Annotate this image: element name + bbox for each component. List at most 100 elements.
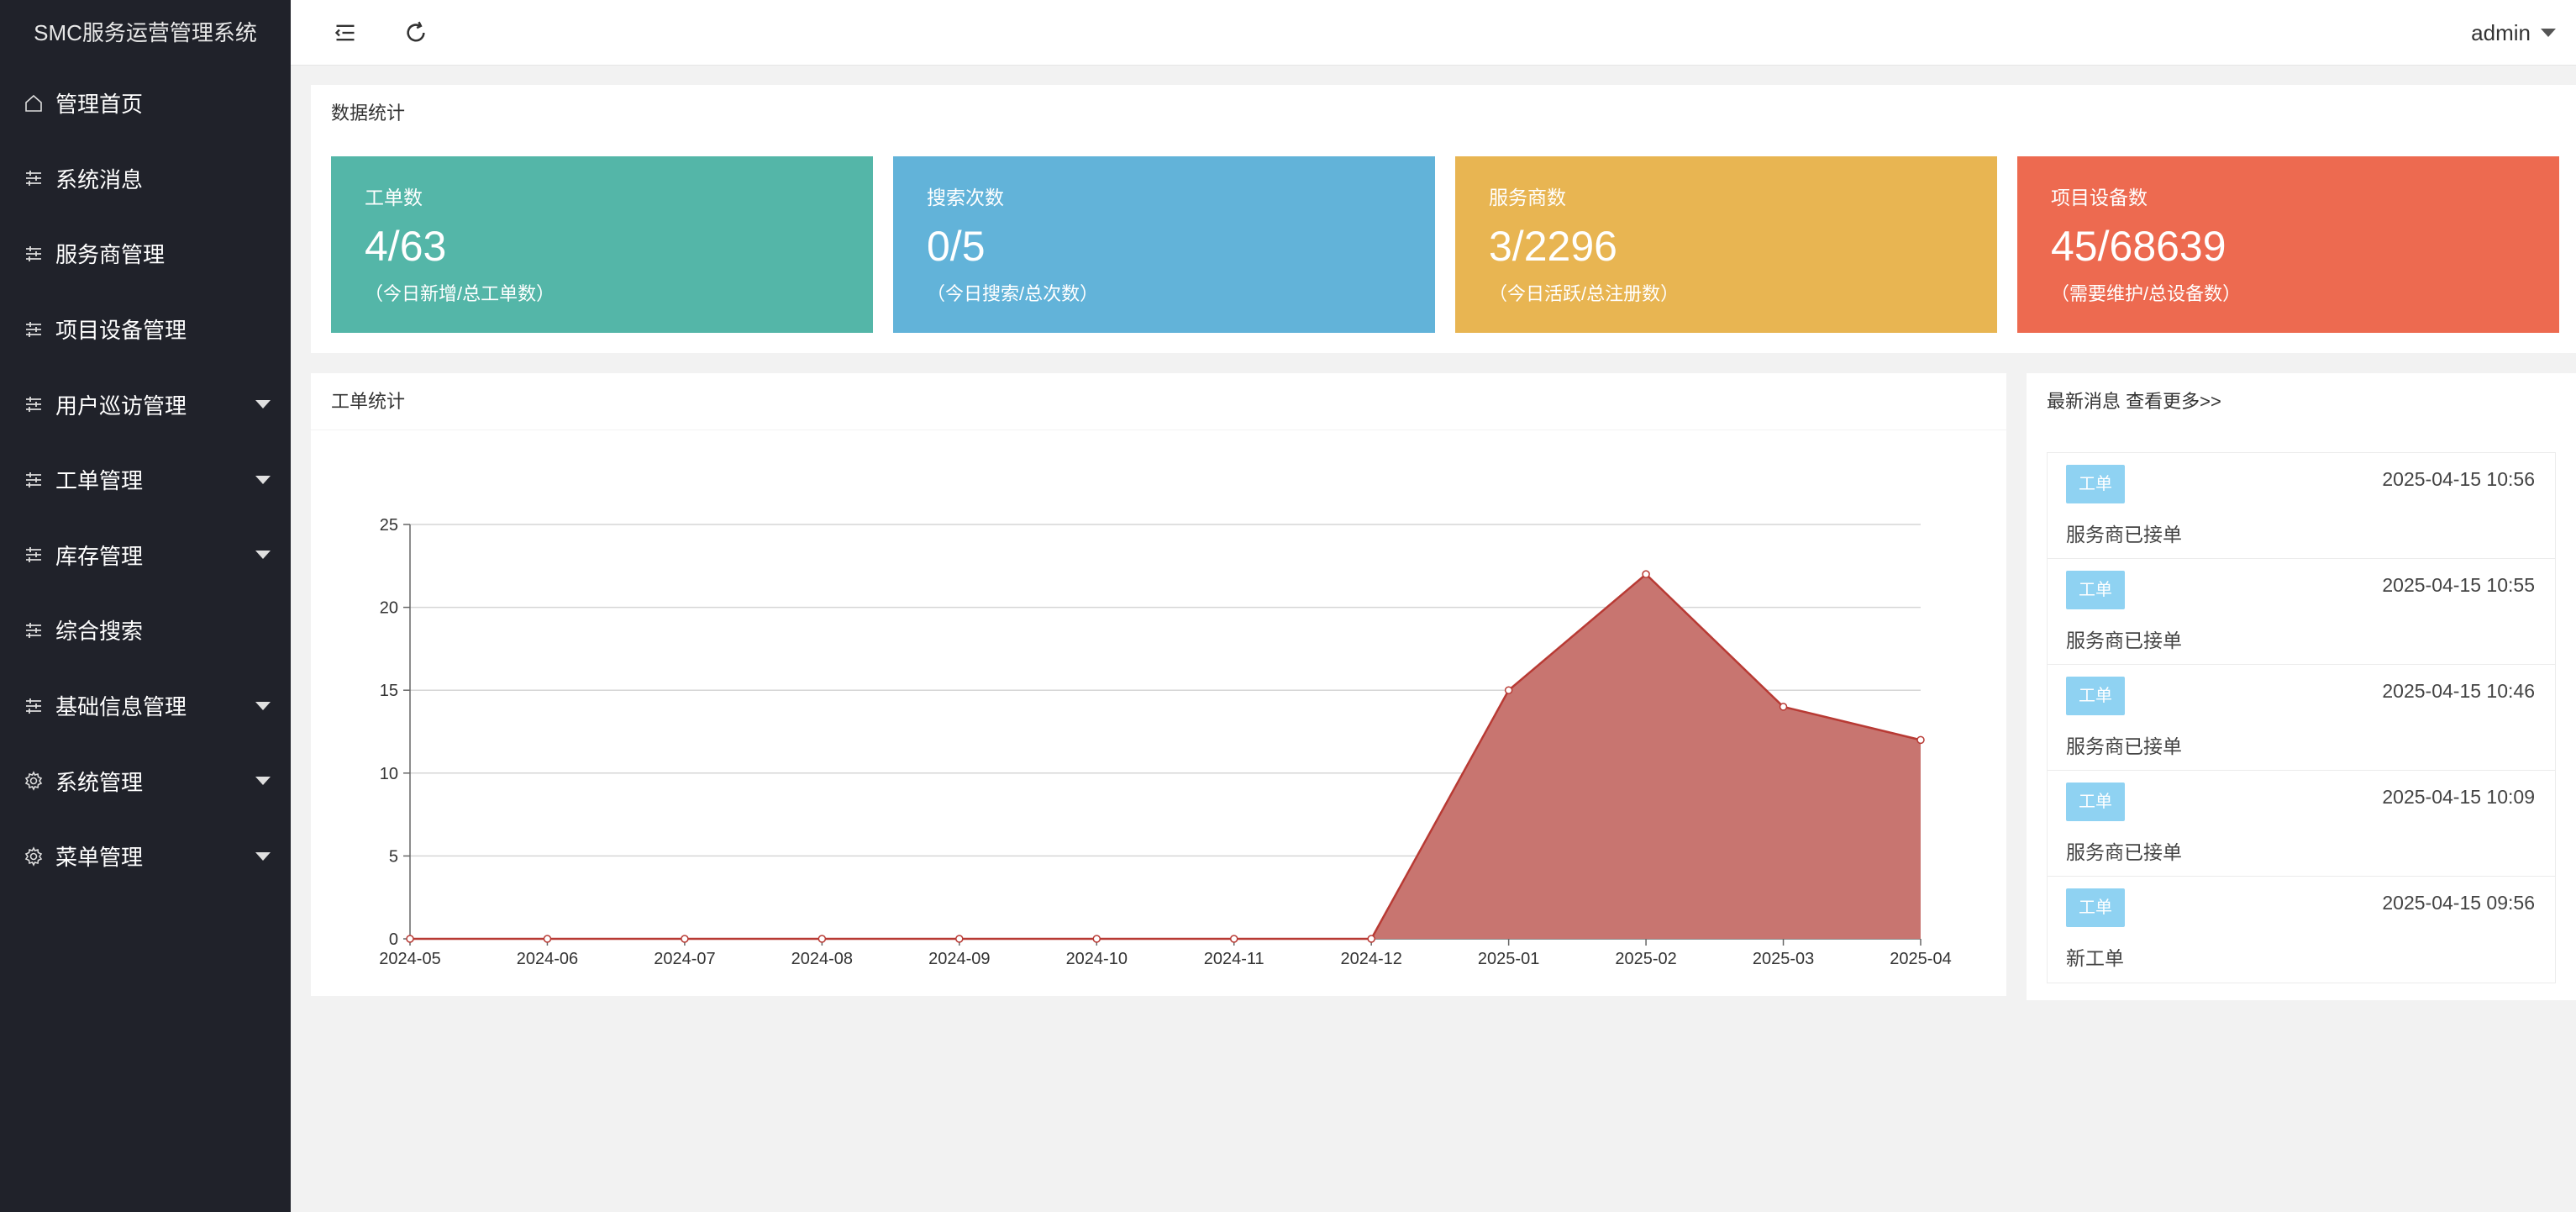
sliders-icon xyxy=(22,242,45,266)
news-time: 2025-04-15 09:56 xyxy=(2382,892,2535,914)
data-point xyxy=(1367,935,1375,943)
stat-label: 搜索次数 xyxy=(927,187,1004,208)
news-badge: 工单 xyxy=(2066,571,2125,609)
news-time: 2025-04-15 10:46 xyxy=(2382,680,2535,702)
user-name: admin xyxy=(2471,20,2531,45)
stat-card-searches[interactable]: 搜索次数 0/5 （今日搜索/总次数） xyxy=(893,156,1435,333)
sidebar-item-label: 项目设备管理 xyxy=(55,318,187,344)
sliders-icon xyxy=(22,619,45,642)
sidebar-item-home[interactable]: 管理首页 xyxy=(0,66,291,141)
sliders-icon xyxy=(22,543,45,566)
x-tick-label: 2024-07 xyxy=(654,950,715,968)
chevron-down-icon xyxy=(255,851,271,861)
x-tick-label: 2024-08 xyxy=(791,950,853,968)
stat-card-workorders[interactable]: 工单数 4/63 （今日新增/总工单数） xyxy=(331,156,873,333)
sidebar-item-label: 菜单管理 xyxy=(55,845,144,871)
x-tick-label: 2024-06 xyxy=(517,950,578,968)
stats-panel: 数据统计 工单数 4/63 （今日新增/总工单数） 搜索次数 0/5 （今日搜索… xyxy=(311,85,2576,353)
sidebar-item-workorders[interactable]: 工单管理 xyxy=(0,442,291,518)
stat-card-devices[interactable]: 项目设备数 45/68639 （需要维护/总设备数） xyxy=(2017,156,2559,333)
news-text: 服务商已接单 xyxy=(2066,841,2182,863)
data-point xyxy=(1642,570,1650,578)
x-tick-label: 2024-05 xyxy=(379,950,440,968)
x-tick-label: 2025-01 xyxy=(1478,950,1539,968)
menu-toggle-icon xyxy=(334,24,355,41)
news-item[interactable]: 工单 2025-04-15 10:56 服务商已接单 xyxy=(2048,453,2555,559)
data-point xyxy=(955,935,964,943)
gear-icon xyxy=(22,769,45,793)
news-badge: 工单 xyxy=(2066,677,2125,715)
series-line xyxy=(410,572,1921,941)
chart-title: 工单统计 xyxy=(311,373,2006,430)
x-tick-label: 2025-04 xyxy=(1890,950,1951,968)
news-badge: 工单 xyxy=(2066,888,2125,927)
stats-title: 数据统计 xyxy=(331,103,406,124)
news-item[interactable]: 工单 2025-04-15 10:55 服务商已接单 xyxy=(2048,559,2555,665)
stat-desc: （需要维护/总设备数） xyxy=(2051,283,2242,304)
news-time: 2025-04-15 10:56 xyxy=(2382,468,2535,490)
data-point xyxy=(1916,735,1925,745)
y-tick-label: 5 xyxy=(389,847,398,866)
stat-card-providers[interactable]: 服务商数 3/2296 （今日活跃/总注册数） xyxy=(1455,156,1997,333)
news-item[interactable]: 工单 2025-04-15 10:09 服务商已接单 xyxy=(2048,771,2555,877)
sidebar-item-label: 工单管理 xyxy=(55,468,144,494)
news-badge: 工单 xyxy=(2066,465,2125,503)
series-area xyxy=(410,574,1921,939)
news-text: 服务商已接单 xyxy=(2066,735,2182,757)
y-tick-label: 10 xyxy=(380,765,398,783)
stat-label: 项目设备数 xyxy=(2051,187,2148,208)
news-title[interactable]: 最新消息 查看更多>> xyxy=(2047,391,2221,412)
news-item[interactable]: 工单 2025-04-15 09:56 新工单 xyxy=(2048,877,2555,983)
data-point xyxy=(1504,686,1513,694)
sidebar-item-label: 系统消息 xyxy=(55,166,144,192)
y-tick-label: 25 xyxy=(380,516,398,535)
news-panel: 最新消息 查看更多>> 工单 2025-04-15 10:56 服务商已接单 工… xyxy=(2027,373,2576,1000)
stat-value: 0/5 xyxy=(927,223,986,270)
news-text: 服务商已接单 xyxy=(2066,524,2182,545)
sidebar-item-visits[interactable]: 用户巡访管理 xyxy=(0,366,291,442)
top-header: admin xyxy=(291,0,2576,66)
stat-value: 4/63 xyxy=(365,223,447,270)
sidebar-item-messages[interactable]: 系统消息 xyxy=(0,141,291,217)
sidebar-item-providers[interactable]: 服务商管理 xyxy=(0,216,291,292)
sliders-icon xyxy=(22,318,45,341)
data-point xyxy=(1229,935,1238,943)
stat-label: 工单数 xyxy=(365,187,423,208)
news-item[interactable]: 工单 2025-04-15 10:46 服务商已接单 xyxy=(2048,665,2555,771)
stat-value: 45/68639 xyxy=(2051,223,2226,270)
news-text: 新工单 xyxy=(2066,947,2124,969)
stat-desc: （今日新增/总工单数） xyxy=(365,283,555,304)
user-menu[interactable]: admin xyxy=(2471,0,2556,66)
data-point xyxy=(406,935,414,943)
sidebar: SMC服务运营管理系统 管理首页 系统消息 服务商管理 项目设备管理 xyxy=(0,0,291,1212)
sliders-icon xyxy=(22,468,45,492)
sidebar-item-label: 管理首页 xyxy=(55,92,144,118)
sidebar-item-system[interactable]: 系统管理 xyxy=(0,743,291,819)
sidebar-item-basic-info[interactable]: 基础信息管理 xyxy=(0,668,291,744)
sidebar-item-label: 基础信息管理 xyxy=(55,694,187,720)
sidebar-item-label: 综合搜索 xyxy=(55,619,144,645)
data-point xyxy=(1779,703,1788,711)
sidebar-item-menus[interactable]: 菜单管理 xyxy=(0,819,291,894)
chevron-down-icon xyxy=(255,400,271,409)
sidebar-item-devices[interactable]: 项目设备管理 xyxy=(0,292,291,367)
news-list: 工单 2025-04-15 10:56 服务商已接单 工单 2025-04-15… xyxy=(2047,452,2556,983)
stat-value: 3/2296 xyxy=(1489,223,1617,270)
chevron-down-icon xyxy=(255,777,271,786)
stat-desc: （今日活跃/总注册数） xyxy=(1489,283,1680,304)
y-tick-label: 20 xyxy=(380,599,398,618)
sidebar-item-search[interactable]: 综合搜索 xyxy=(0,593,291,668)
data-point xyxy=(681,935,689,943)
chart-panel: 工单统计 0 5 10 15 20 25 2024-05 2024-06 2024-07 2024… xyxy=(311,373,2006,996)
chevron-down-icon xyxy=(255,551,271,560)
stat-desc: （今日搜索/总次数） xyxy=(927,283,1099,304)
menu-toggle-button[interactable] xyxy=(331,18,360,47)
x-tick-label: 2025-02 xyxy=(1615,950,1676,968)
sidebar-item-inventory[interactable]: 库存管理 xyxy=(0,518,291,593)
y-tick-label: 15 xyxy=(380,682,398,700)
sidebar-item-label: 系统管理 xyxy=(55,769,144,795)
sidebar-menu: 管理首页 系统消息 服务商管理 项目设备管理 用户巡访管理 xyxy=(0,66,291,894)
x-tick-label: 2025-03 xyxy=(1753,950,1814,968)
refresh-button[interactable] xyxy=(402,18,430,47)
chevron-down-icon xyxy=(2541,29,2556,37)
